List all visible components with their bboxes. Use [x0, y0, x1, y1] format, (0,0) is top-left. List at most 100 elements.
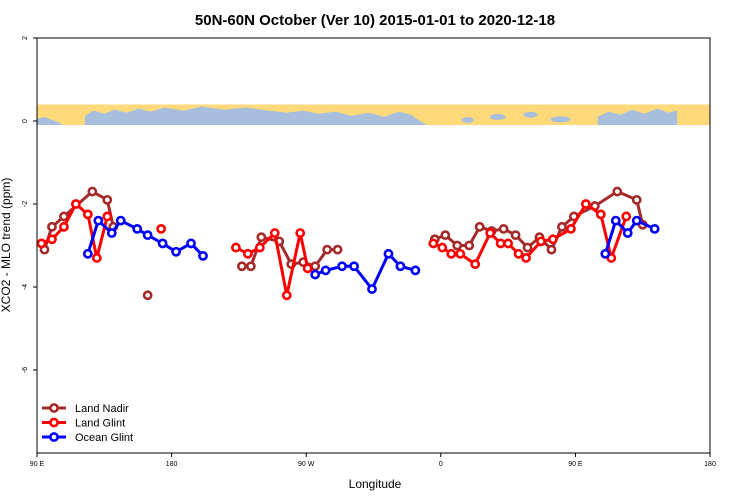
x-tick-label: 0 — [439, 461, 443, 468]
series-line — [86, 219, 205, 257]
series-land-glint — [36, 199, 632, 301]
data-point — [446, 248, 457, 259]
data-point — [428, 238, 439, 249]
data-point — [631, 215, 642, 226]
legend-marker — [49, 403, 59, 413]
data-point — [383, 248, 394, 259]
data-point — [498, 223, 509, 234]
data-point — [440, 230, 451, 241]
y-axis-label: XCO2 - MLO trend (ppm) — [0, 178, 13, 313]
data-point — [595, 209, 606, 220]
data-point — [302, 263, 313, 274]
data-point — [256, 232, 267, 243]
data-point — [600, 248, 611, 259]
legend: Land Nadir Land Glint Ocean Glint — [42, 403, 133, 444]
data-point — [295, 228, 306, 238]
x-axis-label: Longitude — [349, 477, 402, 491]
y-axis: 2 0 -2 -4 -6 — [22, 36, 37, 373]
x-tick-label: 90 W — [298, 461, 315, 468]
x-tick-label: 180 — [704, 461, 716, 468]
x-tick-label: 90 E — [568, 461, 583, 468]
data-point — [510, 230, 521, 241]
data-point — [82, 209, 93, 220]
data-point — [452, 240, 463, 251]
y-tick-label: -2 — [22, 201, 29, 207]
data-point — [310, 269, 321, 280]
data-point — [157, 238, 168, 249]
data-point — [546, 244, 557, 255]
data-point — [269, 228, 280, 238]
series-ocean-glint — [82, 215, 660, 294]
data-point — [395, 261, 406, 272]
y-tick-label: -6 — [22, 367, 29, 373]
data-point — [242, 248, 253, 259]
data-point — [557, 221, 567, 232]
legend-marker — [49, 417, 59, 428]
data-point — [610, 215, 621, 226]
data-point — [566, 223, 576, 234]
plot-frame — [36, 37, 711, 454]
data-point — [186, 238, 196, 249]
y-tick-label: 0 — [22, 119, 29, 123]
map-water-patch — [523, 111, 538, 118]
data-point — [485, 228, 496, 238]
data-point — [87, 186, 98, 197]
data-point — [410, 265, 421, 276]
data-point — [521, 253, 531, 263]
data-point — [612, 186, 623, 197]
data-point — [455, 248, 466, 259]
data-point — [91, 253, 102, 263]
legend-marker — [49, 432, 59, 442]
data-point — [437, 242, 448, 253]
data-point — [132, 223, 143, 234]
data-point — [93, 215, 104, 226]
data-point — [337, 261, 347, 272]
data-point — [322, 244, 333, 255]
data-point — [522, 242, 533, 253]
map-ocean-east — [597, 108, 678, 126]
data-point — [310, 261, 321, 272]
data-point — [70, 199, 81, 209]
y-tick-label: -4 — [22, 284, 29, 290]
data-point — [115, 215, 126, 226]
data-point — [198, 250, 208, 261]
data-point — [142, 290, 153, 301]
series-layer — [36, 186, 660, 301]
data-point — [47, 234, 57, 245]
data-point — [236, 261, 247, 272]
x-tick-label: 90 E — [30, 461, 45, 468]
map-strip — [37, 104, 710, 126]
x-axis: 90 E 180 90 W 0 90 E 180 — [30, 453, 716, 468]
data-point — [580, 199, 591, 209]
data-point — [106, 228, 117, 238]
data-point — [171, 246, 181, 257]
map-water-patch — [461, 116, 474, 123]
data-point — [622, 228, 633, 238]
data-point — [367, 284, 377, 294]
map-ocean-west — [37, 116, 61, 126]
data-point — [495, 238, 506, 249]
data-point — [156, 223, 167, 234]
map-water-patch — [349, 114, 368, 121]
data-point — [281, 290, 292, 301]
legend-label: Land Glint — [75, 418, 125, 430]
chart-title: 50N-60N October (Ver 10) 2015-01-01 to 2… — [195, 12, 555, 29]
data-point — [503, 238, 513, 249]
data-point — [59, 211, 69, 222]
map-water-patch — [284, 111, 305, 120]
data-point — [649, 223, 660, 234]
data-point — [513, 248, 524, 259]
data-point — [464, 240, 475, 251]
legend-label: Ocean Glint — [75, 432, 133, 444]
data-point — [47, 221, 57, 232]
data-point — [470, 259, 481, 270]
data-point — [59, 221, 69, 232]
legend-label: Land Nadir — [75, 403, 129, 415]
y-tick-label: 2 — [22, 36, 29, 40]
data-point — [349, 261, 359, 272]
data-point — [245, 261, 256, 272]
data-point — [621, 211, 632, 222]
map-ocean-pacific-atlantic — [84, 106, 426, 126]
data-point — [332, 244, 343, 255]
